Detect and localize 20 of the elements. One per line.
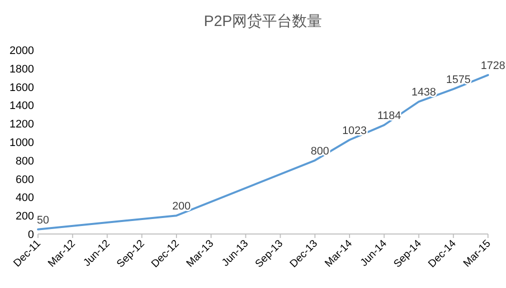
y-tick-label: 200 [16,210,34,223]
data-label: 50 [36,214,50,226]
chart-title: P2P网贷平台数量 [204,13,322,30]
y-tick-label: 1800 [10,63,34,76]
data-label: 1728 [480,60,506,72]
data-label: 1575 [446,74,471,86]
data-label: 200 [172,200,191,213]
y-tick-label: 600 [16,174,34,186]
y-tick-label: 2000 [10,45,34,57]
data-label: 1023 [342,124,367,137]
y-tick-label: 1400 [10,100,34,112]
line-series [37,74,489,230]
y-tick-label: 800 [16,155,34,168]
y-tick-label: 1600 [10,82,34,94]
y-tick-label: 0 [28,229,34,241]
y-tick-label: 400 [16,192,34,204]
y-tick-label: 1000 [10,137,34,149]
y-tick-label: 1200 [10,118,34,131]
data-label: 1438 [412,86,436,99]
data-label: 800 [310,145,330,158]
